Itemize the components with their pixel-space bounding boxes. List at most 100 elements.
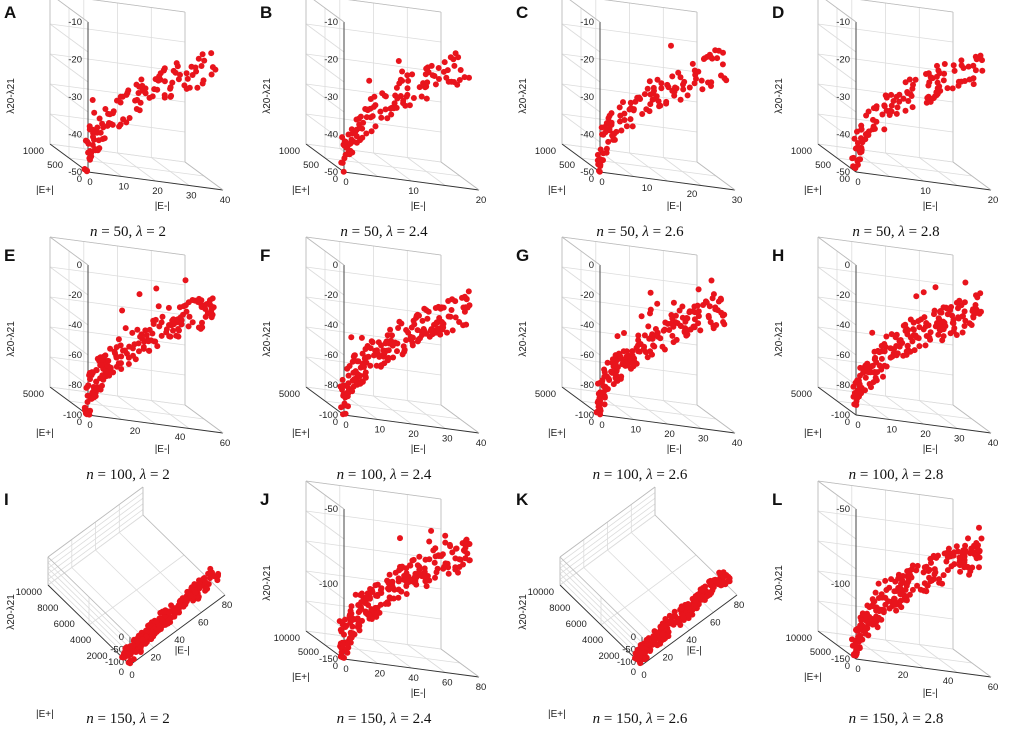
data-point [466,557,473,564]
data-point [695,308,702,315]
data-point [859,610,866,617]
data-point [338,628,345,635]
panel-caption: n = 100, λ = 2.4 [337,467,432,483]
data-point [691,316,698,323]
grid-line [603,0,698,13]
data-point [691,80,698,87]
data-point [392,569,399,576]
data-point [878,366,885,373]
data-point [913,567,920,574]
panel-k: K 0 -50 -100 10000 8000 6000 4000 2000 0 0 20 40 60 80… [512,486,768,730]
data-point [941,61,948,67]
data-point [953,543,960,550]
data-point [424,315,431,322]
ep-tick-label: 10000 [274,633,300,644]
data-point [951,561,958,568]
panel-caption: n = 50, λ = 2.6 [596,224,684,240]
data-point [142,327,149,334]
data-point [115,360,122,367]
data-point [912,76,919,83]
data-point [650,342,657,349]
panel-letter: H [772,246,784,265]
data-point [86,149,93,156]
data-point [362,369,369,376]
data-point [466,74,472,81]
panel-b: B -10 -20 -30 -40 -50 1000 500 0 0 10 20 λ20-λ21 |E+|… [256,0,512,243]
ep-axis-label: |E+| [36,185,54,196]
y-axis [305,630,345,660]
data-point [623,123,630,130]
z-tick-label: -20 [580,55,594,66]
em-tick-label: 60 [198,618,209,629]
caption-lambda: 2.4 [413,467,432,483]
data-point [862,374,869,381]
data-point [871,369,878,375]
data-point [142,90,149,97]
em-tick-label: 40 [943,676,954,687]
data-point [118,353,125,360]
data-point [110,369,117,376]
data-point [680,614,687,621]
data-point [905,98,912,104]
em-axis-label: |E-| [175,646,190,657]
data-point [378,585,385,592]
grid-line [440,161,480,191]
data-point [670,613,677,620]
caption-lambda: 2 [162,711,170,727]
data-point [374,347,380,354]
data-point [938,309,945,316]
data-point [429,331,436,338]
grid-line [49,143,186,163]
data-point [436,76,442,82]
data-point [413,312,420,319]
data-point [624,362,631,369]
data-point [627,99,634,106]
z-tick-label: -40 [836,320,850,331]
panel-letter: D [772,3,784,22]
data-point [206,575,213,582]
data-point [975,542,981,549]
data-point [444,329,450,336]
data-point [931,307,938,314]
em-axis-label: |E-| [667,201,682,212]
data-point [426,556,433,563]
data-point [683,326,690,333]
data-point [878,591,885,598]
data-point [976,554,983,561]
data-point [168,322,175,329]
data-point [196,580,203,586]
data-point [896,572,903,579]
data-point [960,313,966,320]
data-point [939,337,946,344]
data-point [416,553,423,560]
grid-line [825,0,857,23]
ep-tick-label: 0 [589,417,594,428]
ep-axis-label: |E+| [548,428,566,439]
panel-caption: n = 150, λ = 2.4 [337,711,432,727]
data-point [389,332,395,339]
x-axis [855,171,992,191]
caption-n: 50 [876,224,891,240]
data-point [362,610,369,616]
data-point [660,327,667,334]
data-point [345,380,352,387]
data-point [900,352,907,359]
data-point [374,604,381,611]
data-point [645,323,652,330]
y-axis [561,386,601,416]
data-point [608,368,615,375]
data-point [347,607,354,614]
x-axis [855,658,992,678]
data-point [871,598,878,605]
grid-line [952,648,992,678]
data-point [432,545,439,552]
data-point [192,589,199,596]
ep-tick-label: 0 [77,417,82,428]
data-point [632,98,639,105]
data-point [117,99,124,106]
data-point [716,569,723,576]
data-point [692,598,699,605]
data-point [850,383,857,390]
data-point [167,333,174,340]
data-point [718,296,724,303]
